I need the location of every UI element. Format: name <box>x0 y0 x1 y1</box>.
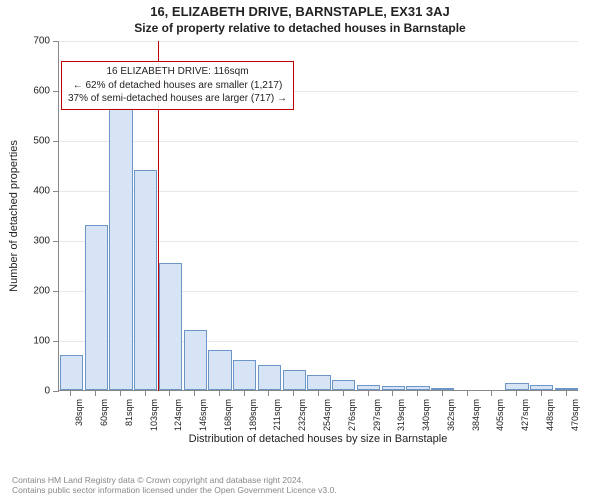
page-subtitle: Size of property relative to detached ho… <box>0 21 600 35</box>
x-tick-label: 124sqm <box>173 399 183 431</box>
x-tick-label: 232sqm <box>297 399 307 431</box>
histogram-bar <box>555 388 578 390</box>
histogram-bar <box>505 383 528 391</box>
x-tick-label: 405sqm <box>495 399 505 431</box>
x-tick-label: 60sqm <box>99 399 109 431</box>
x-tick-label: 448sqm <box>545 399 555 431</box>
plot-area: 16 ELIZABETH DRIVE: 116sqm← 62% of detac… <box>58 41 578 391</box>
x-tick-label: 276sqm <box>347 399 357 431</box>
x-axis-title: Distribution of detached houses by size … <box>58 433 578 445</box>
histogram-bar <box>382 386 405 390</box>
x-tick-label: 427sqm <box>520 399 530 431</box>
histogram-bar <box>109 108 132 391</box>
histogram-bar <box>85 225 108 390</box>
info-box-line: 37% of semi-detached houses are larger (… <box>68 92 287 106</box>
histogram-bar <box>357 385 380 390</box>
x-tick-label: 254sqm <box>322 399 332 431</box>
x-tick-label: 211sqm <box>272 399 282 431</box>
info-box-line: ← 62% of detached houses are smaller (1,… <box>68 79 287 93</box>
y-tick-label: 700 <box>10 36 50 47</box>
x-tick-label: 146sqm <box>198 399 208 431</box>
histogram-bar <box>406 386 429 390</box>
x-tick-label: 38sqm <box>74 399 84 431</box>
info-box: 16 ELIZABETH DRIVE: 116sqm← 62% of detac… <box>61 61 294 110</box>
y-tick-label: 600 <box>10 86 50 97</box>
histogram-bar <box>431 388 454 391</box>
gridline <box>59 141 578 142</box>
histogram-bar <box>332 380 355 390</box>
y-tick-label: 500 <box>10 136 50 147</box>
x-tick-label: 81sqm <box>124 399 134 431</box>
histogram-bar <box>134 170 157 390</box>
x-tick-label: 189sqm <box>248 399 258 431</box>
y-tick-label: 100 <box>10 336 50 347</box>
histogram-bar <box>233 360 256 390</box>
page-title: 16, ELIZABETH DRIVE, BARNSTAPLE, EX31 3A… <box>0 4 600 19</box>
gridline <box>59 41 578 42</box>
x-tick-label: 297sqm <box>372 399 382 431</box>
footer-line: Contains HM Land Registry data © Crown c… <box>12 475 337 486</box>
x-tick-label: 470sqm <box>570 399 580 431</box>
footer-line: Contains public sector information licen… <box>12 485 337 496</box>
histogram-bar <box>283 370 306 390</box>
histogram-bar <box>159 263 182 391</box>
y-tick-label: 400 <box>10 186 50 197</box>
histogram-chart: 16 ELIZABETH DRIVE: 116sqm← 62% of detac… <box>58 41 578 421</box>
y-tick-label: 300 <box>10 236 50 247</box>
histogram-bar <box>258 365 281 390</box>
footer-attribution: Contains HM Land Registry data © Crown c… <box>12 475 337 496</box>
histogram-bar <box>208 350 231 390</box>
histogram-bar <box>307 375 330 390</box>
y-tick-label: 200 <box>10 286 50 297</box>
x-tick-label: 103sqm <box>149 399 159 431</box>
x-tick-label: 340sqm <box>421 399 431 431</box>
x-tick-label: 362sqm <box>446 399 456 431</box>
histogram-bar <box>530 385 553 390</box>
x-tick-label: 319sqm <box>396 399 406 431</box>
histogram-bar <box>184 330 207 390</box>
histogram-bar <box>60 355 83 390</box>
x-tick-label: 168sqm <box>223 399 233 431</box>
y-tick-label: 0 <box>10 386 50 397</box>
info-box-line: 16 ELIZABETH DRIVE: 116sqm <box>68 65 287 79</box>
x-tick-label: 384sqm <box>471 399 481 431</box>
y-axis-title: Number of detached properties <box>8 140 20 292</box>
